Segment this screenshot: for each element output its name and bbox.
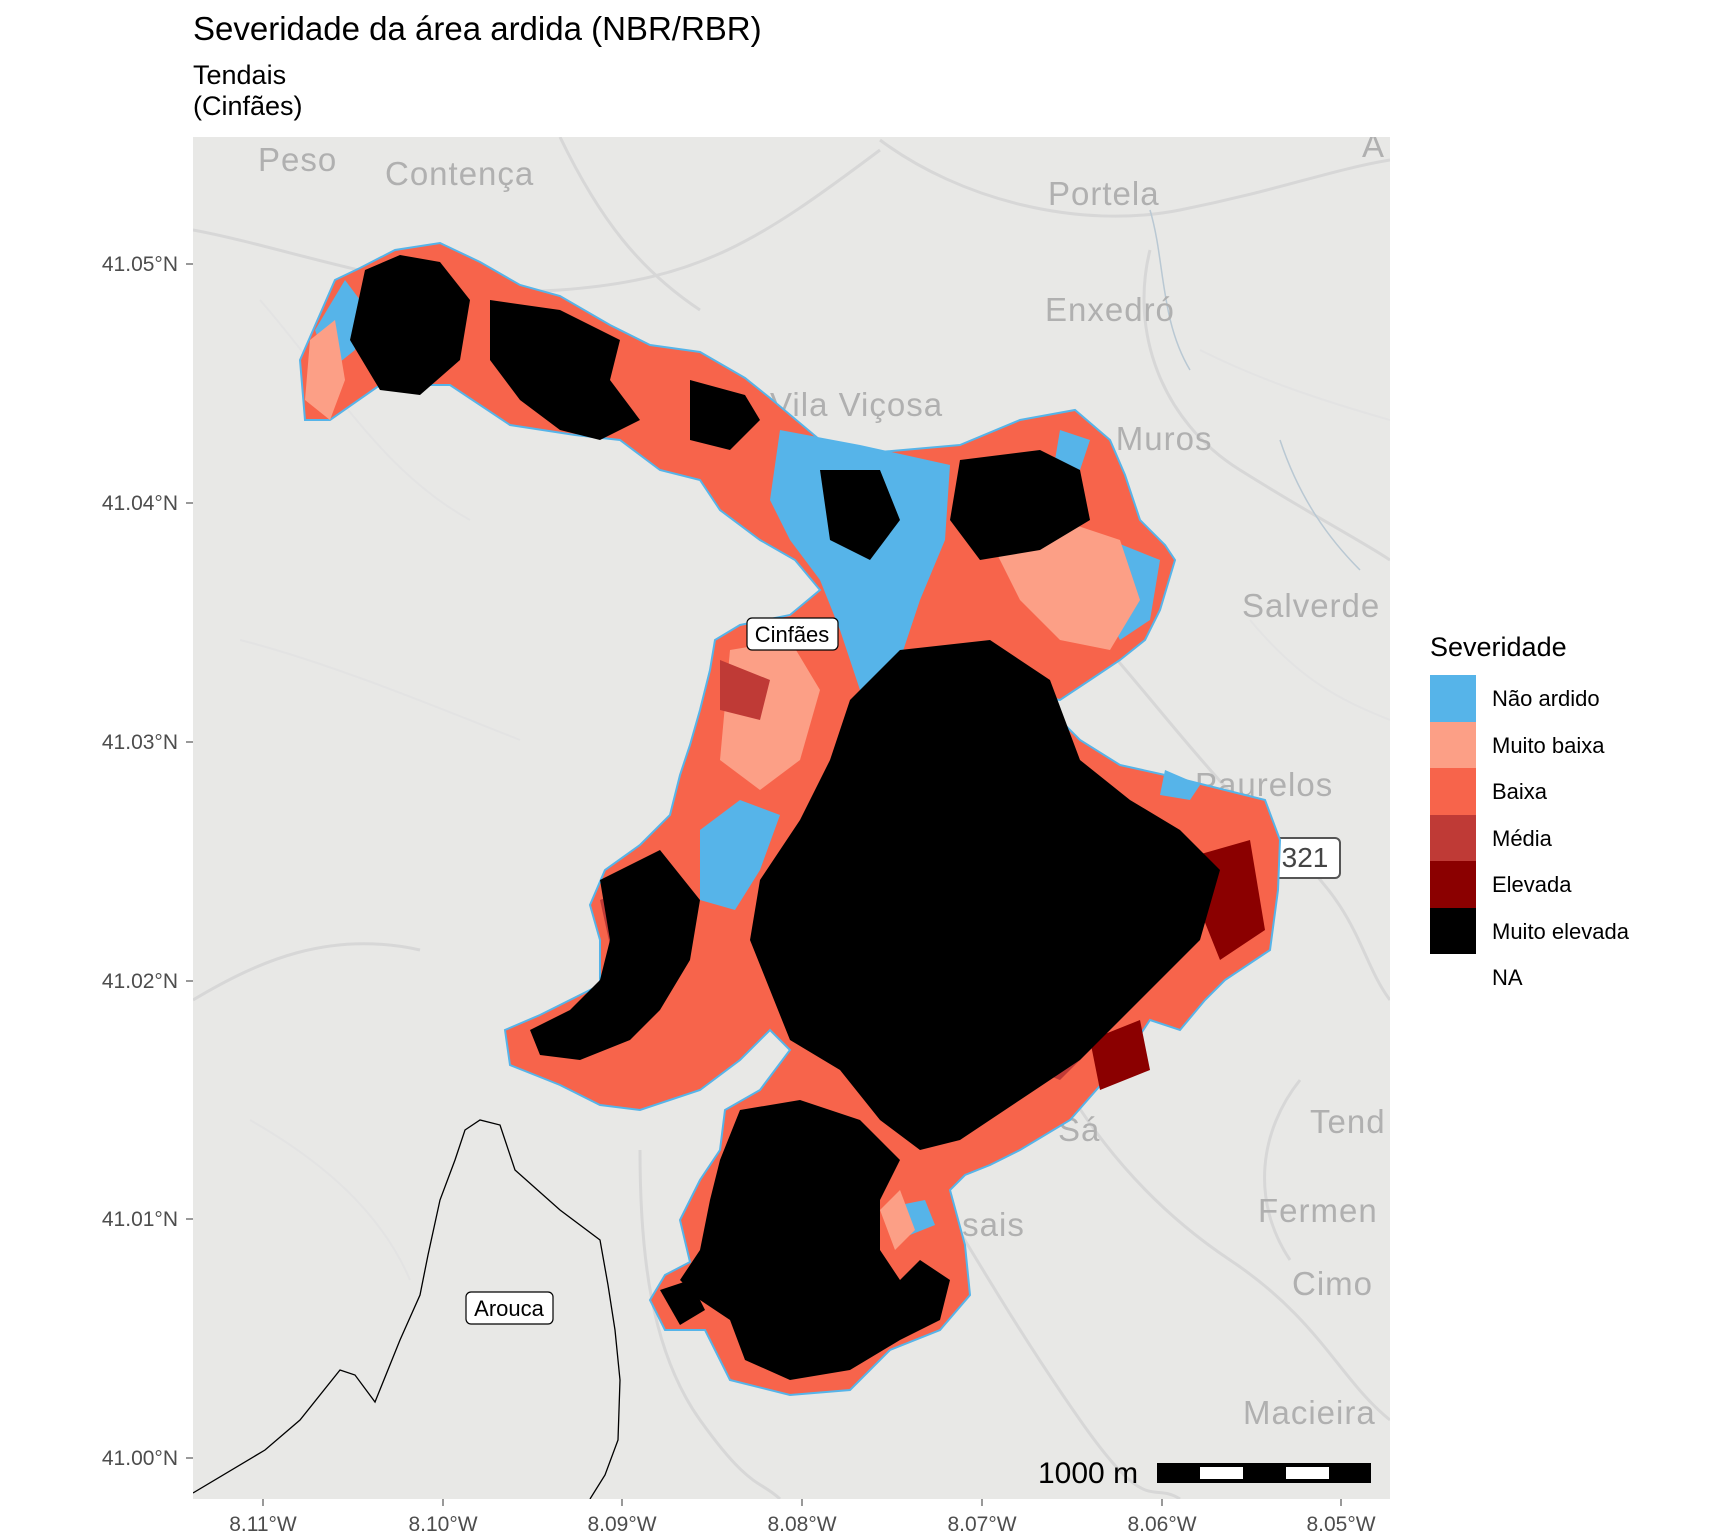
- place-label: Salverde: [1242, 587, 1380, 624]
- y-tick-label: 41.03°N: [102, 731, 178, 754]
- scale-bar: 1000 m: [1038, 1457, 1371, 1490]
- legend-label: Muito baixa: [1492, 732, 1605, 758]
- legend-label: Muito elevada: [1492, 918, 1629, 944]
- legend-item: Baixa: [1430, 768, 1567, 815]
- legend-swatch: [1430, 675, 1476, 722]
- subtitle-line-1: Tendais: [193, 60, 287, 90]
- legend: Severidade Não ardido Muito baixa Baixa …: [1430, 632, 1629, 1001]
- legend-label: Elevada: [1492, 872, 1572, 897]
- legend-label: Média: [1492, 825, 1552, 851]
- label-arouca: Arouca: [465, 1291, 554, 1325]
- place-label: Macieira: [1243, 1394, 1376, 1431]
- place-label: Fermen: [1258, 1192, 1378, 1229]
- very-high-severity: [350, 255, 1220, 1380]
- label-arouca-text: Arouca: [474, 1296, 544, 1321]
- legend-swatch: [1430, 954, 1476, 1001]
- place-label: Enxedró: [1045, 291, 1175, 328]
- legend-swatch: [1430, 907, 1476, 954]
- y-axis: 41.05°N 41.04°N 41.03°N 41.02°N 41.01°N …: [102, 253, 193, 1470]
- legend-item: Elevada: [1430, 861, 1572, 908]
- legend-swatch: [1430, 721, 1476, 768]
- y-tick-label: 41.01°N: [102, 1208, 178, 1231]
- road-shield-label: 321: [1282, 842, 1329, 873]
- x-tick-label: 8.10°W: [408, 1513, 477, 1536]
- legend-swatch: [1430, 861, 1476, 908]
- x-axis: 8.11°W 8.10°W 8.09°W 8.08°W 8.07°W 8.06°…: [229, 1499, 1376, 1536]
- x-tick-label: 8.11°W: [229, 1513, 297, 1536]
- legend-item: Média: [1430, 814, 1567, 861]
- subtitle-line-2: (Cinfães): [193, 91, 303, 121]
- y-tick-label: 41.02°N: [102, 970, 178, 993]
- legend-swatch: [1430, 814, 1476, 861]
- place-label: Vila Viçosa: [770, 386, 943, 423]
- x-tick-label: 8.08°W: [767, 1513, 836, 1536]
- burn-severity-raster: [298, 241, 1282, 1397]
- y-tick-label: 41.00°N: [102, 1447, 178, 1470]
- place-label: Contença: [385, 155, 534, 192]
- legend-item: Não ardido: [1430, 675, 1600, 722]
- x-tick-label: 8.09°W: [587, 1513, 656, 1536]
- x-tick-label: 8.07°W: [947, 1513, 1016, 1536]
- place-label: Peso: [258, 141, 337, 178]
- x-tick-label: 8.06°W: [1127, 1513, 1196, 1536]
- legend-label: Baixa: [1492, 779, 1548, 804]
- legend-label: Não ardido: [1492, 686, 1600, 711]
- label-cinfaes: Cinfães: [746, 617, 839, 651]
- legend-item: NA: [1430, 954, 1567, 1001]
- y-tick-label: 41.05°N: [102, 253, 178, 276]
- legend-item: Muito baixa: [1430, 721, 1605, 768]
- municipality-boundary: [193, 1119, 621, 1499]
- label-cinfaes-text: Cinfães: [755, 622, 830, 647]
- place-label: Cimo: [1292, 1265, 1373, 1302]
- chart-title: Severidade da área ardida (NBR/RBR): [193, 10, 762, 47]
- legend-title: Severidade: [1430, 632, 1567, 662]
- place-label: Portela: [1048, 175, 1160, 212]
- legend-label: NA: [1492, 965, 1523, 990]
- chart-subtitle: Tendais (Cinfães): [193, 60, 303, 122]
- place-label: Tend: [1310, 1103, 1386, 1140]
- x-tick-label: 8.05°W: [1306, 1513, 1375, 1536]
- y-tick-label: 41.04°N: [102, 492, 178, 515]
- place-label: A: [1362, 127, 1385, 164]
- legend-swatch: [1430, 768, 1476, 815]
- scale-bar-label: 1000 m: [1038, 1457, 1138, 1490]
- legend-item: Muito elevada: [1430, 907, 1629, 954]
